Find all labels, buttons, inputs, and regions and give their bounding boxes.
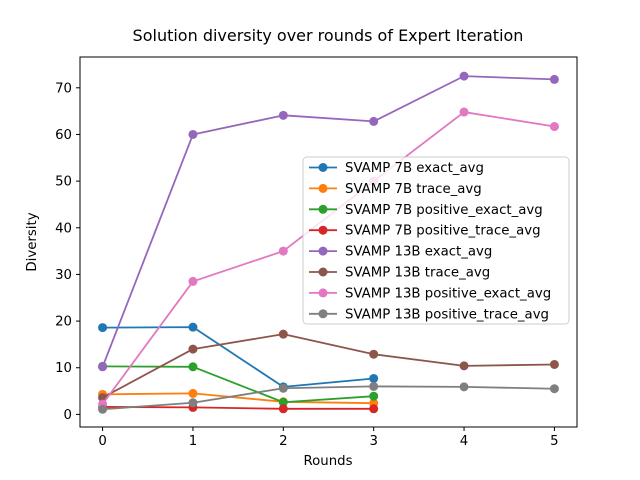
y-tick-label: 70 (55, 81, 72, 96)
data-point (459, 361, 469, 371)
chart-title: Solution diversity over rounds of Expert… (133, 26, 524, 45)
series-svamp-13b-trace-avg (98, 329, 559, 403)
data-point (549, 384, 559, 394)
data-point (278, 404, 288, 414)
series-line (101, 385, 556, 411)
y-tick-label: 50 (55, 175, 72, 190)
legend-swatch-marker (318, 267, 328, 277)
data-point (459, 71, 469, 81)
series-line (101, 406, 375, 410)
series-line (101, 75, 556, 368)
data-point (549, 359, 559, 369)
data-point (369, 116, 379, 126)
y-axis-label: Diversity (25, 212, 40, 271)
legend-entry-svamp-7b-positive-exact-avg: SVAMP 7B positive_exact_avg (309, 203, 543, 218)
y-tick-label: 40 (55, 221, 72, 236)
legend-entry-svamp-7b-positive-trace-avg: SVAMP 7B positive_trace_avg (309, 224, 541, 239)
legend-entry-svamp-13b-trace-avg: SVAMP 13B trace_avg (309, 266, 490, 281)
series-line (101, 326, 375, 388)
legend-swatch-marker (318, 183, 328, 193)
series-line (101, 333, 556, 399)
legend-swatch-marker (318, 163, 328, 172)
data-point (188, 129, 198, 139)
data-point (369, 381, 379, 391)
series-line (101, 392, 375, 405)
legend-swatch-marker (318, 225, 328, 235)
x-tick-label: 2 (279, 434, 287, 449)
legend-entry-label: SVAMP 13B positive_exact_avg (345, 286, 551, 301)
x-tick-label: 0 (98, 434, 106, 449)
legend-entry-svamp-13b-positive-trace-avg: SVAMP 13B positive_trace_avg (309, 307, 549, 322)
data-point (369, 404, 379, 414)
data-point (188, 398, 198, 408)
legend-entry-label: SVAMP 7B positive_trace_avg (345, 224, 541, 239)
legend-entry-label: SVAMP 7B exact_avg (345, 161, 484, 176)
data-point (98, 404, 108, 414)
legend-swatch-marker (318, 288, 328, 298)
series-svamp-13b-exact-avg (98, 71, 559, 372)
data-point (188, 362, 198, 372)
data-point (278, 383, 288, 393)
data-point (278, 397, 288, 407)
legend-entry-label: SVAMP 7B trace_avg (345, 182, 482, 197)
x-tick-label: 5 (550, 434, 558, 449)
data-point (188, 322, 198, 332)
legend-swatch-marker (318, 204, 328, 214)
data-point (369, 373, 379, 383)
y-tick-label: 60 (55, 128, 72, 143)
x-tick-label: 4 (460, 434, 468, 449)
data-point (549, 122, 559, 132)
data-point (188, 276, 198, 286)
series-line (101, 365, 375, 404)
legend: SVAMP 7B exact_avg SVAMP 7B trace_avg SVAM… (302, 156, 570, 325)
y-tick-label: 30 (55, 268, 72, 283)
data-point (459, 382, 469, 392)
data-point (278, 110, 288, 120)
series-svamp-7b-exact-avg (98, 322, 379, 392)
legend-entry-label: SVAMP 13B trace_avg (345, 266, 490, 281)
data-point (369, 349, 379, 359)
y-tick-label: 20 (55, 315, 72, 330)
data-point (188, 388, 198, 398)
legend-box (302, 156, 570, 325)
x-tick-label: 1 (189, 434, 197, 449)
data-point (98, 362, 108, 372)
series-svamp-7b-positive-exact-avg (98, 361, 379, 407)
y-tick-label: 0 (64, 408, 72, 423)
x-axis-label: Rounds (304, 454, 353, 469)
legend-entry-label: SVAMP 13B positive_trace_avg (345, 307, 549, 322)
series-svamp-13b-positive-trace-avg (98, 381, 559, 414)
legend-entry-label: SVAMP 7B positive_exact_avg (345, 203, 543, 218)
legend-entry-label: SVAMP 13B exact_avg (345, 245, 492, 260)
data-point (98, 323, 108, 333)
legend-entry-svamp-13b-exact-avg: SVAMP 13B exact_avg (309, 245, 492, 260)
legend-swatch-marker (318, 246, 328, 256)
x-tick-label: 3 (369, 434, 377, 449)
plot-frame (79, 56, 578, 428)
data-point (278, 329, 288, 339)
legend-entry-svamp-7b-trace-avg: SVAMP 7B trace_avg (309, 182, 482, 197)
data-point (188, 344, 198, 354)
data-point (369, 391, 379, 401)
y-tick-label: 10 (55, 361, 72, 376)
legend-entry-svamp-7b-exact-avg: SVAMP 7B exact_avg (309, 161, 484, 176)
data-point (459, 107, 469, 117)
legend-swatch-marker (318, 309, 328, 319)
data-point (278, 246, 288, 256)
data-point (549, 74, 559, 84)
legend-entry-svamp-13b-positive-exact-avg: SVAMP 13B positive_exact_avg (309, 286, 551, 301)
series-svamp-7b-positive-trace-avg (98, 402, 379, 414)
